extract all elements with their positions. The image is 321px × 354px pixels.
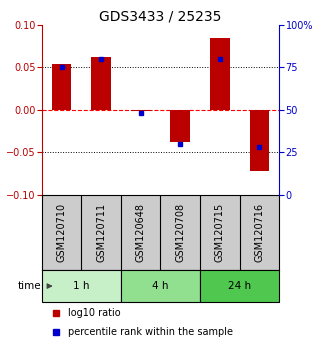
Text: GSM120711: GSM120711 (96, 203, 106, 262)
Bar (52, 64, 71, 110)
Bar (121, 270, 200, 302)
Text: percentile rank within the sample: percentile rank within the sample (68, 326, 233, 337)
Text: time: time (18, 281, 42, 291)
Bar (42, 270, 121, 302)
Text: GSM120716: GSM120716 (255, 203, 265, 262)
Text: 1 h: 1 h (73, 281, 90, 291)
Bar (91, 57, 111, 110)
Text: 4 h: 4 h (152, 281, 169, 291)
Text: GSM120708: GSM120708 (175, 203, 185, 262)
Title: GDS3433 / 25235: GDS3433 / 25235 (99, 10, 222, 24)
Bar (200, 270, 279, 302)
Text: GSM120715: GSM120715 (215, 203, 225, 262)
Bar (131, 110, 151, 112)
Bar (249, 110, 269, 171)
Text: GSM120648: GSM120648 (136, 203, 146, 262)
Bar (170, 110, 190, 142)
Text: log10 ratio: log10 ratio (68, 308, 120, 318)
Text: 24 h: 24 h (228, 281, 251, 291)
Bar (210, 38, 230, 110)
Text: GSM120710: GSM120710 (56, 203, 66, 262)
